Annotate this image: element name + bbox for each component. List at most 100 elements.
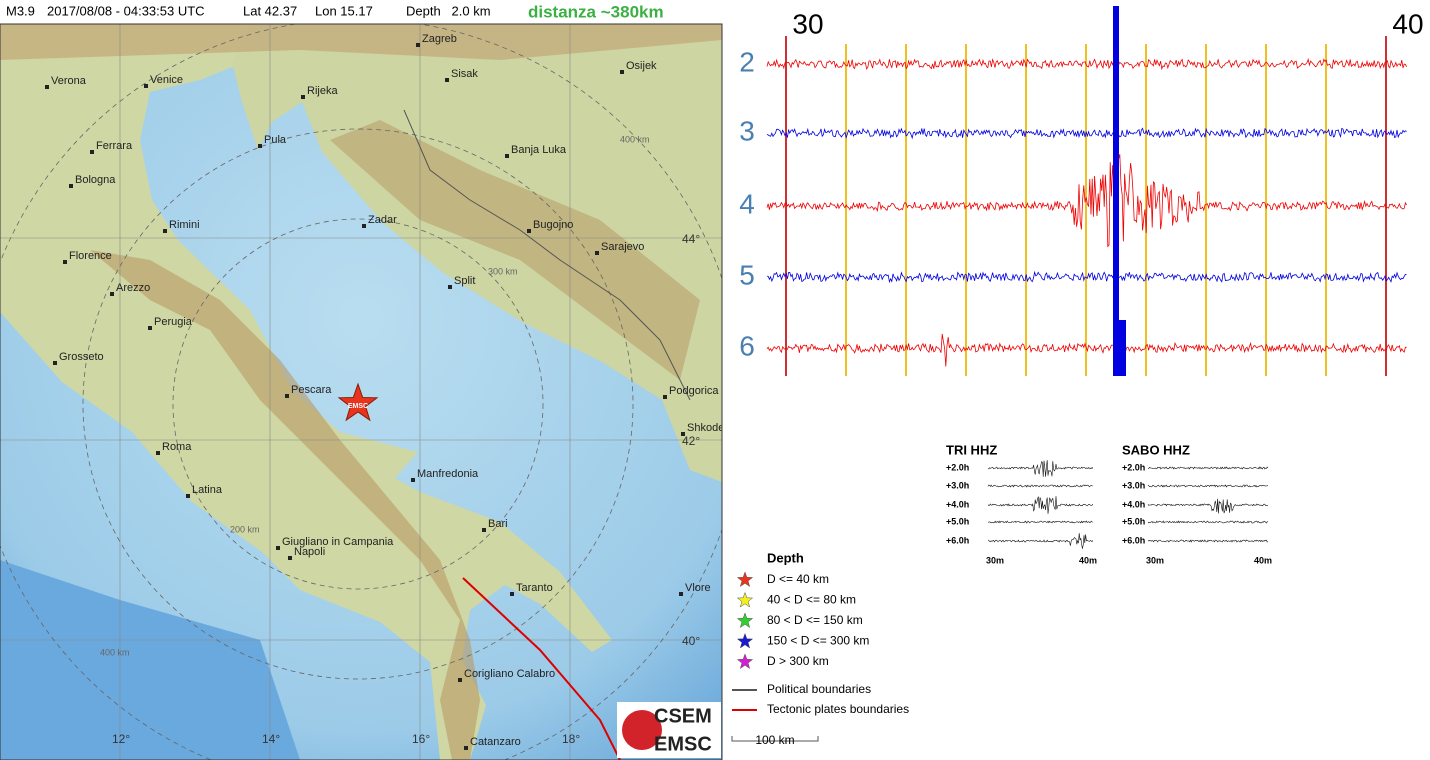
city-label: Roma bbox=[162, 441, 192, 453]
heli-row-label: +5.0h bbox=[946, 516, 969, 526]
city-label: Zadar bbox=[368, 214, 397, 226]
legend-star bbox=[736, 571, 754, 588]
row-label: 3 bbox=[739, 115, 755, 146]
city-dot bbox=[663, 395, 667, 399]
minute-label: 30 bbox=[792, 8, 823, 39]
city-dot bbox=[445, 78, 449, 82]
city-dot bbox=[144, 84, 148, 88]
city-label: Rijeka bbox=[307, 85, 338, 97]
heli-row-label: +5.0h bbox=[1122, 516, 1145, 526]
heli-trace bbox=[987, 533, 1094, 549]
lon: Lon 15.17 bbox=[315, 3, 373, 18]
lat-label: 42° bbox=[682, 434, 700, 448]
city-dot bbox=[63, 260, 67, 264]
epicenter-star bbox=[337, 382, 379, 422]
logo-globe bbox=[622, 710, 662, 750]
heli-row-label: +3.0h bbox=[1122, 480, 1145, 490]
ring bbox=[172, 218, 544, 590]
legend-star bbox=[736, 612, 754, 629]
legend-entry: Political boundaries bbox=[767, 682, 871, 696]
star-label: EMSC bbox=[348, 403, 368, 410]
city-dot bbox=[620, 70, 624, 74]
lon-label: 14° bbox=[262, 732, 280, 746]
city-label: Pula bbox=[264, 134, 287, 146]
legend-title: Depth bbox=[767, 550, 804, 565]
heli-row-label: +4.0h bbox=[946, 499, 969, 509]
city-label: Manfredonia bbox=[417, 468, 479, 480]
waveform bbox=[766, 154, 1407, 248]
heli-trace bbox=[1148, 466, 1269, 470]
heli-row-label: +6.0h bbox=[946, 535, 969, 545]
legend-entry: 150 < D <= 300 km bbox=[767, 634, 869, 648]
city-dot bbox=[285, 394, 289, 398]
heli-axis: 40m bbox=[1254, 555, 1272, 565]
heli-trace bbox=[1147, 520, 1269, 524]
city-label: Bologna bbox=[75, 174, 116, 186]
ring-label: 300 km bbox=[488, 266, 518, 276]
deep-sea bbox=[0, 560, 300, 760]
legend-entry: D <= 40 km bbox=[767, 572, 829, 586]
city-dot bbox=[156, 451, 160, 455]
heli-trace bbox=[1147, 539, 1269, 543]
legend-star bbox=[736, 653, 754, 670]
lon-label: 12° bbox=[112, 732, 130, 746]
heli-axis: 30m bbox=[986, 555, 1004, 565]
logo-text: EMSC bbox=[654, 733, 712, 755]
depth: Depth 2.0 km bbox=[406, 3, 491, 18]
heli-row-label: +6.0h bbox=[1122, 535, 1145, 545]
heli-axis: 40m bbox=[1079, 555, 1097, 565]
city-dot bbox=[276, 546, 280, 550]
city-label: Napoli bbox=[294, 546, 325, 558]
city-label: Latina bbox=[192, 484, 223, 496]
row-label: 4 bbox=[739, 188, 755, 219]
waveform bbox=[766, 57, 1407, 71]
city-label: Giugliano in Campania bbox=[282, 536, 394, 548]
ring-label: 200 km bbox=[230, 524, 260, 534]
spike bbox=[1114, 320, 1126, 376]
city-label: Taranto bbox=[516, 582, 553, 594]
city-label: Pescara bbox=[291, 384, 332, 396]
city-dot bbox=[110, 292, 114, 296]
lat-label: 44° bbox=[682, 232, 700, 246]
city-label: Podgorica bbox=[669, 385, 719, 397]
legend-entry: 40 < D <= 80 km bbox=[767, 593, 856, 607]
city-dot bbox=[163, 229, 167, 233]
political-boundary bbox=[403, 109, 691, 401]
city-dot bbox=[69, 184, 73, 188]
city-label: Catanzaro bbox=[470, 736, 521, 748]
legend-star bbox=[736, 591, 754, 608]
city-dot bbox=[186, 494, 190, 498]
city-dot bbox=[595, 251, 599, 255]
city-dot bbox=[505, 154, 509, 158]
ring-label: 400 km bbox=[620, 134, 650, 144]
heli-trace bbox=[1147, 498, 1269, 514]
city-label: Split bbox=[454, 275, 475, 287]
city-dot bbox=[288, 556, 292, 560]
heli-title: TRI HHZ bbox=[946, 442, 997, 457]
city-dot bbox=[458, 678, 462, 682]
city-label: Florence bbox=[69, 250, 112, 262]
legend-entry: Tectonic plates boundaries bbox=[767, 702, 909, 716]
scale-label: 100 km bbox=[755, 733, 794, 747]
city-label: Ferrara bbox=[96, 140, 133, 152]
city-dot bbox=[681, 432, 685, 436]
map: EMSC Zagreb Verona Venice Sisak Osijek Rijeka P… bbox=[0, 24, 722, 760]
city-dot bbox=[301, 95, 305, 99]
magnitude: M3.9 bbox=[6, 3, 35, 18]
city-label: Sisak bbox=[451, 68, 478, 80]
heli-trace bbox=[987, 460, 1094, 477]
city-dot bbox=[148, 326, 152, 330]
city-dot bbox=[53, 361, 57, 365]
dinarides bbox=[330, 120, 700, 380]
graticule bbox=[0, 24, 722, 760]
heli-row-label: +2.0h bbox=[946, 462, 969, 472]
city-label: Corigliano Calabro bbox=[464, 668, 555, 680]
city-dot bbox=[510, 592, 514, 596]
spike bbox=[1113, 6, 1119, 376]
italy bbox=[0, 24, 612, 760]
alps bbox=[0, 24, 722, 60]
lat-label: 40° bbox=[682, 634, 700, 648]
city-dot bbox=[258, 144, 262, 148]
map-frame bbox=[0, 23, 723, 760]
row-label: 2 bbox=[739, 46, 755, 77]
